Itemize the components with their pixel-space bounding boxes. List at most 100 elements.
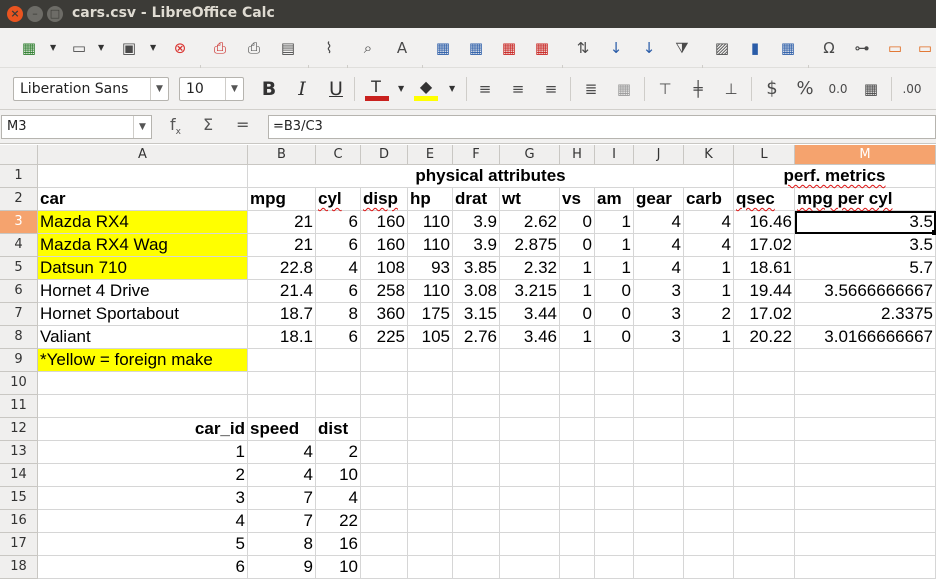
- empty-cell[interactable]: [595, 395, 634, 418]
- export-pdf-icon[interactable]: ⎙: [213, 39, 226, 57]
- cell-b2[interactable]: mpg: [248, 188, 316, 211]
- cell-h7[interactable]: 0: [560, 303, 595, 326]
- cell-l4[interactable]: 17.02: [734, 234, 795, 257]
- empty-cell[interactable]: [560, 441, 595, 464]
- cell-g2[interactable]: wt: [500, 188, 560, 211]
- cell-c3[interactable]: 6: [316, 211, 361, 234]
- empty-cell[interactable]: [595, 533, 634, 556]
- merge-cells-icon[interactable]: ▦: [616, 80, 632, 98]
- special-character-icon[interactable]: Ω: [823, 39, 835, 57]
- cell-l6[interactable]: 19.44: [734, 280, 795, 303]
- function-wizard-icon[interactable]: fx: [170, 115, 181, 138]
- cell-d6[interactable]: 258: [361, 280, 408, 303]
- cell-e6[interactable]: 110: [408, 280, 453, 303]
- empty-cell[interactable]: [795, 349, 936, 372]
- row-header-6[interactable]: 6: [0, 280, 38, 303]
- cell-i2[interactable]: am: [595, 188, 634, 211]
- center-vertically-icon[interactable]: ╪: [693, 80, 703, 98]
- cell-d4[interactable]: 160: [361, 234, 408, 257]
- empty-cell[interactable]: [361, 372, 408, 395]
- empty-cell[interactable]: [795, 418, 936, 441]
- column-header-e[interactable]: E: [408, 145, 453, 165]
- cell-g7[interactable]: 3.44: [500, 303, 560, 326]
- cell-k6[interactable]: 1: [684, 280, 734, 303]
- empty-cell[interactable]: [361, 418, 408, 441]
- font-color-dropdown-icon[interactable]: ▼: [398, 84, 405, 93]
- cell-c8[interactable]: 6: [316, 326, 361, 349]
- cell-d5[interactable]: 108: [361, 257, 408, 280]
- empty-cell[interactable]: [684, 349, 734, 372]
- empty-cell[interactable]: [453, 487, 500, 510]
- insert-image-icon[interactable]: ▨: [714, 39, 730, 57]
- empty-cell[interactable]: [361, 487, 408, 510]
- cell-e5[interactable]: 93: [408, 257, 453, 280]
- new-document-icon[interactable]: ▦: [21, 39, 37, 57]
- empty-cell[interactable]: [560, 487, 595, 510]
- formula-icon[interactable]: =: [236, 115, 250, 134]
- empty-cell[interactable]: [795, 556, 936, 579]
- cell-l7[interactable]: 17.02: [734, 303, 795, 326]
- empty-cell[interactable]: [734, 441, 795, 464]
- empty-cell[interactable]: [560, 556, 595, 579]
- empty-cell[interactable]: [408, 441, 453, 464]
- column-header-h[interactable]: H: [560, 145, 595, 165]
- cell-d2[interactable]: disp: [361, 188, 408, 211]
- empty-cell[interactable]: [408, 395, 453, 418]
- cell-j6[interactable]: 3: [634, 280, 684, 303]
- cell-g5[interactable]: 2.32: [500, 257, 560, 280]
- empty-cell[interactable]: [453, 510, 500, 533]
- row-header-5[interactable]: 5: [0, 257, 38, 280]
- empty-cell[interactable]: [595, 510, 634, 533]
- cell-f8[interactable]: 2.76: [453, 326, 500, 349]
- row-header-11[interactable]: 11: [0, 395, 38, 418]
- cell-k8[interactable]: 1: [684, 326, 734, 349]
- save-dropdown-icon[interactable]: ▼: [150, 43, 157, 52]
- cell-l3[interactable]: 16.46: [734, 211, 795, 234]
- save-icon[interactable]: ▣: [121, 39, 137, 57]
- cell-f7[interactable]: 3.15: [453, 303, 500, 326]
- cell-i6[interactable]: 0: [595, 280, 634, 303]
- empty-cell[interactable]: [795, 372, 936, 395]
- font-size-dropdown-icon[interactable]: ▼: [225, 78, 243, 100]
- cell-m8[interactable]: 3.0166666667: [795, 326, 936, 349]
- delete-columns-icon[interactable]: ▦: [534, 39, 550, 57]
- cell-c14[interactable]: 10: [316, 464, 361, 487]
- row-icon[interactable]: ▦: [435, 39, 451, 57]
- row-header-3[interactable]: 3: [0, 211, 38, 234]
- cell-a17[interactable]: 5: [38, 533, 248, 556]
- fill-handle[interactable]: [932, 230, 936, 235]
- empty-cell[interactable]: [560, 395, 595, 418]
- sort-icon[interactable]: ⇅: [576, 39, 590, 57]
- empty-cell[interactable]: [734, 372, 795, 395]
- name-box-dropdown-icon[interactable]: ▼: [133, 116, 151, 138]
- column-header-j[interactable]: J: [634, 145, 684, 165]
- row-header-18[interactable]: 18: [0, 556, 38, 579]
- empty-cell[interactable]: [408, 464, 453, 487]
- cell-m2[interactable]: mpg per cyl: [795, 188, 936, 211]
- cell-d7[interactable]: 360: [361, 303, 408, 326]
- cell-b4[interactable]: 21: [248, 234, 316, 257]
- empty-cell[interactable]: [595, 464, 634, 487]
- cell-b5[interactable]: 22.8: [248, 257, 316, 280]
- align-center-icon[interactable]: ≡: [511, 80, 525, 98]
- row-header-16[interactable]: 16: [0, 510, 38, 533]
- empty-cell[interactable]: [634, 533, 684, 556]
- cell-c2[interactable]: cyl: [316, 188, 361, 211]
- bold-icon[interactable]: B: [261, 78, 277, 100]
- row-header-10[interactable]: 10: [0, 372, 38, 395]
- hyperlink-icon[interactable]: ⊶: [854, 39, 870, 57]
- cell-b6[interactable]: 21.4: [248, 280, 316, 303]
- cell-a3[interactable]: Mazda RX4: [38, 211, 248, 234]
- cell-f5[interactable]: 3.85: [453, 257, 500, 280]
- row-header-13[interactable]: 13: [0, 441, 38, 464]
- column-header-i[interactable]: I: [595, 145, 634, 165]
- empty-cell[interactable]: [560, 533, 595, 556]
- column-header-d[interactable]: D: [361, 145, 408, 165]
- empty-cell[interactable]: [500, 533, 560, 556]
- empty-cell[interactable]: [38, 395, 248, 418]
- cell-b8[interactable]: 18.1: [248, 326, 316, 349]
- cell-e7[interactable]: 175: [408, 303, 453, 326]
- cell-h4[interactable]: 0: [560, 234, 595, 257]
- empty-cell[interactable]: [316, 395, 361, 418]
- font-size-box[interactable]: 10 ▼: [179, 77, 244, 101]
